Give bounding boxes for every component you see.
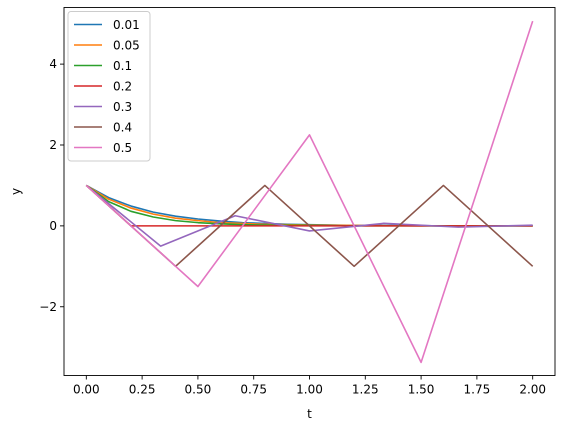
x-tick-label: 1.75 bbox=[464, 383, 491, 397]
legend-box bbox=[67, 11, 151, 162]
x-tick-label: 0.50 bbox=[185, 383, 212, 397]
y-tick-label: −2 bbox=[39, 300, 57, 314]
x-tick-label: 0.75 bbox=[240, 383, 267, 397]
y-axis: −2 0 2 4 bbox=[39, 57, 64, 314]
legend-label-2: 0.1 bbox=[113, 59, 132, 73]
legend-label-5: 0.4 bbox=[113, 121, 132, 135]
x-tick-label: 2.00 bbox=[519, 383, 546, 397]
y-axis-label: y bbox=[9, 188, 23, 195]
plot-lines bbox=[85, 20, 534, 364]
legend-label-6: 0.5 bbox=[113, 141, 132, 155]
y-tick-label: 2 bbox=[49, 138, 57, 152]
x-tick-label: 0.25 bbox=[129, 383, 156, 397]
legend: 0.01 0.05 0.1 0.2 0.3 0.4 0.5 bbox=[67, 11, 151, 162]
x-axis-label: t bbox=[307, 407, 312, 421]
legend-label-4: 0.3 bbox=[113, 100, 132, 114]
x-tick-label: 1.25 bbox=[352, 383, 379, 397]
legend-label-1: 0.05 bbox=[113, 39, 140, 53]
series-line-4 bbox=[85, 184, 533, 247]
x-tick-label: 0.00 bbox=[73, 383, 100, 397]
y-tick-label: 0 bbox=[49, 219, 57, 233]
series-line-6 bbox=[85, 20, 534, 364]
y-tick-label: 4 bbox=[49, 57, 57, 71]
x-axis: 0.00 0.25 0.50 0.75 1.00 1.25 1.50 1.75 2.00 bbox=[73, 375, 546, 397]
legend-label-0: 0.01 bbox=[113, 18, 140, 32]
x-tick-label: 1.00 bbox=[296, 383, 323, 397]
legend-label-3: 0.2 bbox=[113, 80, 132, 94]
x-tick-label: 1.50 bbox=[408, 383, 435, 397]
